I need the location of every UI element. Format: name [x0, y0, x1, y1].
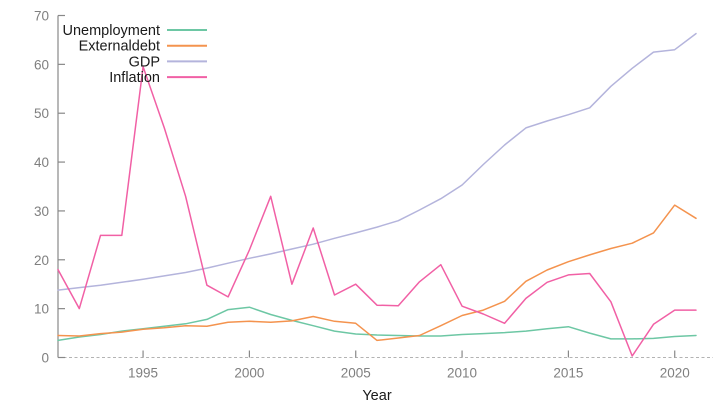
x-tick-label: 2010 — [447, 366, 477, 381]
y-tick-label: 10 — [34, 302, 49, 317]
y-tick-label: 70 — [34, 9, 49, 24]
legend-label-externaldebt: Externaldebt — [79, 39, 160, 55]
y-tick-label: 60 — [34, 57, 49, 72]
x-tick-label: 1995 — [128, 366, 158, 381]
y-tick-label: 40 — [34, 155, 49, 170]
legend-label-gdp: GDP — [129, 54, 160, 70]
y-tick-label: 0 — [41, 351, 49, 366]
series-line-unemployment — [57, 306, 697, 342]
x-tick-label: 2015 — [553, 366, 583, 381]
series-line-inflation — [57, 66, 697, 357]
y-tick-label: 30 — [34, 204, 49, 219]
legend-label-unemployment: Unemployment — [62, 23, 160, 39]
x-tick-label: 2000 — [234, 366, 264, 381]
series-line-externaldebt — [57, 204, 697, 342]
x-axis-title: Year — [362, 388, 391, 404]
x-tick-label: 2020 — [660, 366, 690, 381]
series-line-gdp — [57, 32, 697, 291]
x-tick-label: 2005 — [341, 366, 371, 381]
legend-label-inflation: Inflation — [109, 70, 160, 86]
y-tick-label: 50 — [34, 106, 49, 121]
y-tick-label: 20 — [34, 253, 49, 268]
